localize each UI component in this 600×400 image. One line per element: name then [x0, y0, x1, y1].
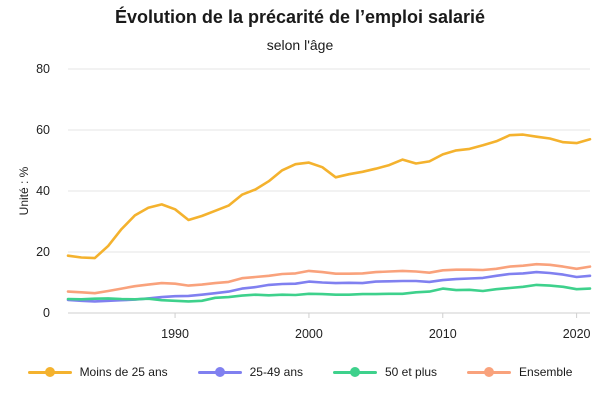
series-line-0 [66, 133, 592, 260]
legend-label: Moins de 25 ans [79, 365, 168, 379]
chart-title: Évolution de la précarité de l’emploi sa… [114, 7, 486, 27]
x-axis-ticks: 1990 2000 2010 2020 [161, 313, 591, 341]
series-lines [66, 133, 592, 303]
legend-item[interactable]: Ensemble [467, 360, 572, 384]
chart-legend: Moins de 25 ans 25-49 ans 50 et plus Ensemb… [0, 360, 600, 384]
legend-marker-icon [333, 367, 377, 377]
legend-item[interactable]: Moins de 25 ans [27, 360, 168, 384]
grid-lines [68, 68, 590, 253]
y-axis-title: Unité : % [17, 166, 31, 215]
line-chart: Unité : % 0 20 40 60 80 1990 2000 2010 2020 [17, 62, 592, 341]
y-tick-label: 60 [36, 123, 50, 137]
x-tick-label: 2020 [563, 327, 591, 341]
y-tick-label: 40 [36, 184, 50, 198]
y-tick-label: 0 [43, 306, 50, 320]
series-line-3 [66, 262, 592, 295]
x-tick-label: 2010 [429, 327, 457, 341]
y-tick-label: 20 [36, 245, 50, 259]
legend-label: 25-49 ans [249, 365, 303, 379]
y-axis-ticks: 0 20 40 60 80 [36, 62, 50, 320]
x-tick-label: 2000 [295, 327, 323, 341]
series-line-1 [66, 270, 592, 303]
legend-marker-icon [467, 367, 512, 377]
legend-item[interactable]: 50 et plus [333, 360, 437, 384]
series-line-2 [66, 283, 592, 303]
x-tick-label: 1990 [161, 327, 189, 341]
legend-marker-icon [27, 367, 72, 377]
legend-label: 50 et plus [385, 365, 438, 379]
legend-marker-icon [197, 367, 242, 377]
chart-subtitle: selon l'âge [266, 37, 334, 53]
legend-label: Ensemble [519, 365, 573, 379]
legend-item[interactable]: 25-49 ans [197, 360, 303, 384]
y-tick-label: 80 [36, 62, 50, 76]
